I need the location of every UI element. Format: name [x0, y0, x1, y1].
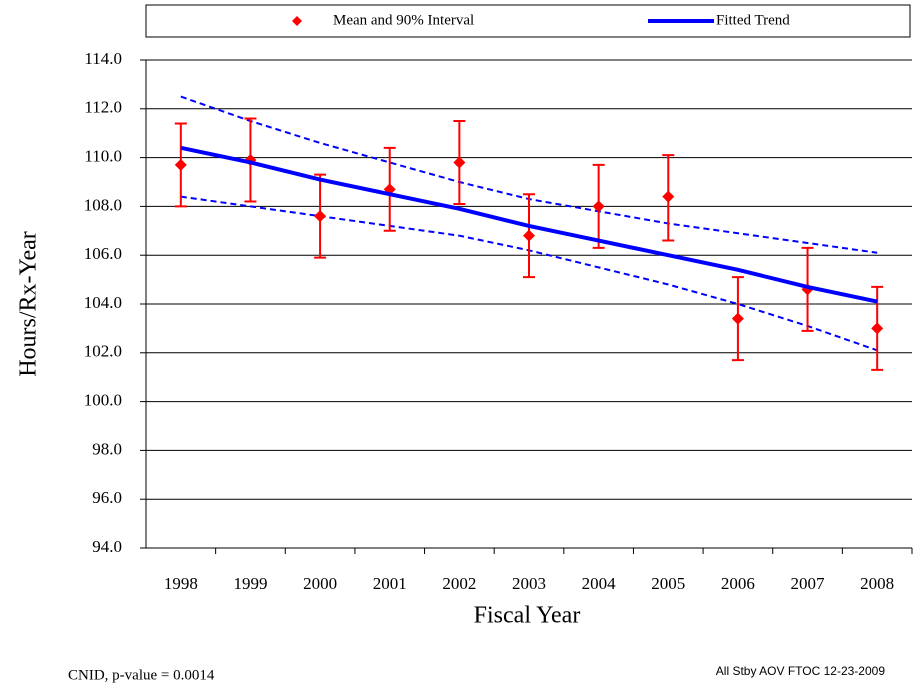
x-tick-label: 1999	[233, 574, 267, 593]
x-tick-label: 2002	[442, 574, 476, 593]
x-tick-label: 2000	[303, 574, 337, 593]
mean-marker	[592, 200, 605, 213]
y-tick-label: 112.0	[84, 98, 122, 117]
x-tick-label: 2003	[512, 574, 546, 593]
y-tick-label: 108.0	[84, 195, 122, 214]
y-tick-label: 94.0	[92, 537, 122, 556]
y-axis-title: Hours/Rx-Year	[16, 231, 42, 377]
mean-marker	[453, 156, 466, 169]
legend-box	[145, 4, 911, 38]
y-tick-label: 110.0	[84, 147, 122, 166]
x-tick-label: 2005	[651, 574, 685, 593]
y-tick-label: 104.0	[84, 293, 122, 312]
mean-marker	[314, 210, 327, 223]
footnote: All Stby AOV FTOC 12-23-2009	[716, 664, 886, 678]
y-tick-label: 98.0	[92, 439, 122, 458]
x-tick-label: 2007	[791, 574, 826, 593]
trend-line	[180, 145, 878, 304]
mean-marker	[731, 312, 744, 325]
x-tick-label: 2008	[860, 574, 894, 593]
mean-marker	[662, 190, 675, 203]
y-tick-label: 96.0	[92, 488, 122, 507]
y-tick-label: 100.0	[84, 391, 122, 410]
footnote: CNID, p-value = 0.0014	[68, 667, 215, 683]
x-tick-label: 1998	[164, 574, 198, 593]
y-tick-label: 102.0	[84, 342, 122, 361]
legend-label: Fitted Trend	[716, 12, 790, 28]
mean-marker	[523, 229, 535, 242]
legend-marker	[292, 16, 302, 26]
y-tick-label: 106.0	[84, 244, 122, 263]
mean-marker	[871, 322, 884, 335]
x-tick-label: 2006	[721, 574, 755, 593]
y-tick-label: 114.0	[84, 49, 122, 68]
x-axis-title: Fiscal Year	[474, 603, 581, 629]
mean-marker	[174, 158, 187, 171]
x-tick-label: 2001	[373, 574, 407, 593]
x-tick-label: 2004	[582, 574, 617, 593]
legend-label: Mean and 90% Interval	[333, 12, 474, 28]
